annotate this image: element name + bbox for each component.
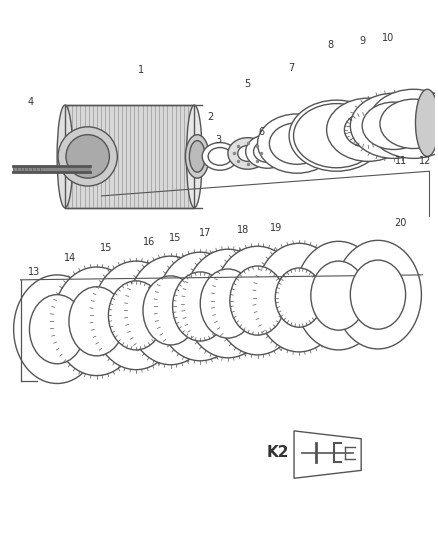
- Ellipse shape: [187, 105, 202, 208]
- Ellipse shape: [293, 103, 379, 168]
- Text: 7: 7: [288, 62, 294, 72]
- Text: 2: 2: [207, 112, 213, 122]
- Ellipse shape: [289, 100, 384, 171]
- Ellipse shape: [311, 261, 366, 330]
- Ellipse shape: [157, 252, 244, 361]
- Ellipse shape: [368, 89, 438, 158]
- Ellipse shape: [184, 249, 271, 358]
- Ellipse shape: [327, 98, 410, 161]
- Ellipse shape: [14, 275, 101, 384]
- Text: 15: 15: [100, 243, 113, 253]
- Text: 3: 3: [215, 135, 221, 144]
- Ellipse shape: [29, 295, 85, 364]
- Ellipse shape: [380, 99, 438, 149]
- Ellipse shape: [269, 123, 325, 164]
- Text: 15: 15: [170, 233, 182, 244]
- Ellipse shape: [92, 261, 180, 370]
- Text: 6: 6: [258, 127, 265, 137]
- Text: 12: 12: [419, 156, 431, 166]
- Text: 19: 19: [270, 223, 283, 233]
- Ellipse shape: [350, 93, 437, 158]
- Ellipse shape: [246, 135, 289, 168]
- Ellipse shape: [53, 267, 140, 376]
- Ellipse shape: [344, 112, 392, 148]
- Text: 16: 16: [143, 237, 155, 247]
- Ellipse shape: [350, 260, 406, 329]
- Ellipse shape: [185, 135, 209, 178]
- Text: K2: K2: [267, 445, 289, 460]
- Ellipse shape: [238, 146, 258, 161]
- Text: 18: 18: [237, 225, 249, 236]
- Text: 11: 11: [395, 156, 407, 166]
- Bar: [65, 105, 194, 208]
- Text: 4: 4: [27, 97, 33, 107]
- Ellipse shape: [275, 268, 323, 327]
- Text: 10: 10: [381, 33, 394, 43]
- Ellipse shape: [335, 240, 421, 349]
- Ellipse shape: [258, 114, 336, 173]
- Ellipse shape: [214, 246, 301, 355]
- Ellipse shape: [109, 281, 164, 350]
- Text: 14: 14: [64, 253, 76, 263]
- Ellipse shape: [228, 138, 267, 169]
- Ellipse shape: [255, 243, 343, 352]
- Ellipse shape: [295, 241, 382, 350]
- Ellipse shape: [298, 107, 375, 164]
- Text: 13: 13: [28, 267, 40, 277]
- Text: 20: 20: [395, 217, 407, 228]
- Ellipse shape: [362, 102, 425, 149]
- Ellipse shape: [202, 143, 238, 170]
- Ellipse shape: [302, 110, 371, 161]
- Ellipse shape: [208, 148, 232, 165]
- Ellipse shape: [66, 135, 110, 178]
- Ellipse shape: [200, 269, 255, 338]
- Text: 5: 5: [244, 79, 251, 90]
- Ellipse shape: [416, 89, 438, 156]
- Ellipse shape: [189, 141, 205, 172]
- Text: 1: 1: [138, 64, 144, 75]
- Ellipse shape: [230, 266, 285, 335]
- Polygon shape: [294, 431, 361, 478]
- Ellipse shape: [57, 105, 73, 208]
- Ellipse shape: [173, 272, 228, 341]
- Ellipse shape: [307, 114, 366, 157]
- Ellipse shape: [127, 256, 214, 365]
- Ellipse shape: [69, 287, 124, 356]
- Ellipse shape: [143, 276, 198, 345]
- Ellipse shape: [254, 141, 281, 163]
- Bar: [65, 105, 194, 208]
- Ellipse shape: [58, 127, 117, 186]
- Text: 9: 9: [359, 36, 365, 46]
- Text: 17: 17: [199, 229, 212, 238]
- Text: 8: 8: [328, 40, 334, 50]
